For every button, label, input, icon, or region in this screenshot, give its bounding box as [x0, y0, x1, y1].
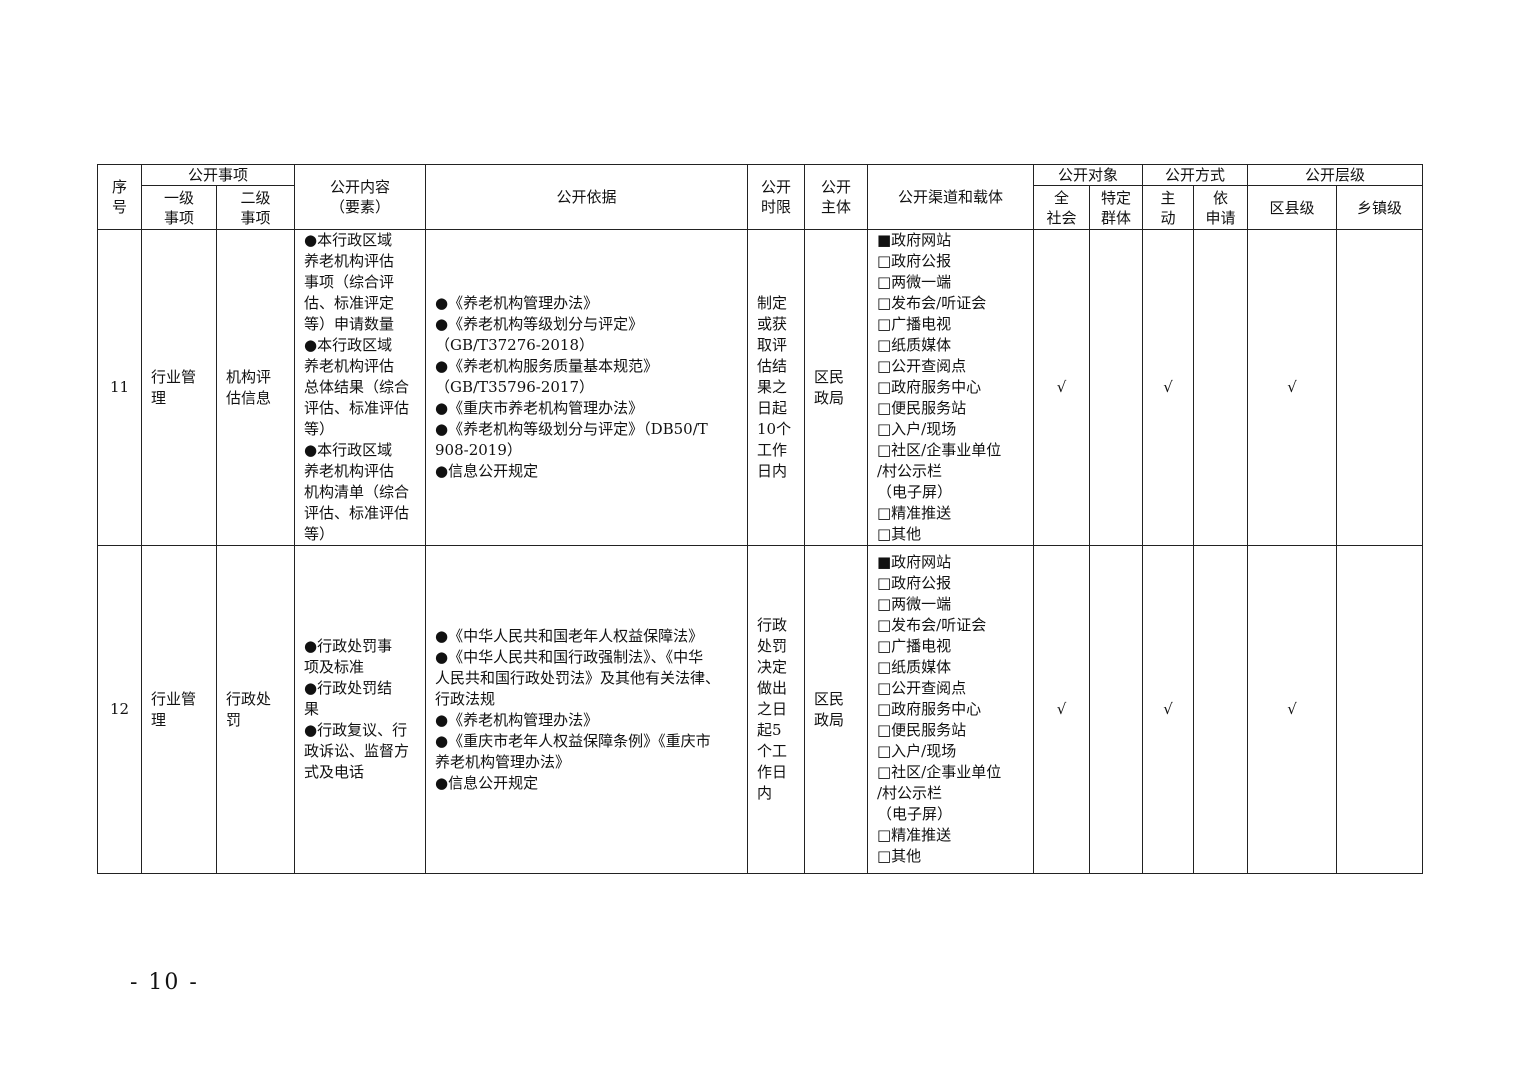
cell-level-town — [1336, 545, 1423, 874]
table-row: 11 行业管 理 机构评 估信息 ●本行政区域 养老机构评估 事项（综合评 估、… — [97, 229, 1423, 546]
cell-target-specific — [1089, 545, 1143, 874]
cell-seq: 12 — [97, 545, 142, 874]
header-items: 公开事项 — [141, 164, 295, 186]
cell-method-active: √ — [1142, 229, 1194, 546]
cell-time-limit: 行政 处罚 决定 做出 之日 起5 个工 作日 内 — [747, 545, 805, 874]
header-target-specific: 特定 群体 — [1089, 185, 1143, 230]
cell-level1: 行业管 理 — [141, 545, 217, 874]
header-time-limit: 公开 时限 — [747, 164, 805, 230]
header-level-town: 乡镇级 — [1336, 185, 1423, 230]
disclosure-table: 序 号 公开事项 公开内容 （要素） 公开依据 公开 时限 公开 主体 公开渠道… — [97, 164, 1423, 874]
header-level-county: 区县级 — [1247, 185, 1337, 230]
cell-level-county: √ — [1247, 229, 1337, 546]
cell-method-request — [1193, 545, 1248, 874]
header-level1: 一级 事项 — [141, 185, 217, 230]
cell-level-town — [1336, 229, 1423, 546]
header-row-2: 一级 事项 二级 事项 全 社会 特定 群体 主 动 依 申请 区县级 乡镇级 — [98, 185, 1423, 230]
cell-basis: ●《中华人民共和国老年人权益保障法》 ●《中华人民共和国行政强制法》、《中华 人… — [425, 545, 748, 874]
header-level2: 二级 事项 — [216, 185, 295, 230]
cell-target-specific — [1089, 229, 1143, 546]
cell-method-active: √ — [1142, 545, 1194, 874]
header-seq: 序 号 — [97, 164, 142, 230]
cell-level2: 行政处 罚 — [216, 545, 295, 874]
cell-channel: ■政府网站 □政府公报 □两微一端 □发布会/听证会 □广播电视 □纸质媒体 □… — [867, 545, 1034, 874]
header-row-1: 序 号 公开事项 公开内容 （要素） 公开依据 公开 时限 公开 主体 公开渠道… — [97, 164, 1423, 230]
cell-level-county: √ — [1247, 545, 1337, 874]
cell-content: ●本行政区域 养老机构评估 事项（综合评 估、标准评定 等）申请数量 ●本行政区… — [294, 229, 426, 546]
cell-subject: 区民 政局 — [804, 229, 868, 546]
header-target-all: 全 社会 — [1033, 185, 1090, 230]
header-method: 公开方式 — [1142, 164, 1248, 186]
cell-level2: 机构评 估信息 — [216, 229, 295, 546]
header-method-request: 依 申请 — [1193, 185, 1248, 230]
header-subject: 公开 主体 — [804, 164, 868, 230]
header-method-active: 主 动 — [1142, 185, 1194, 230]
table-row: 12 行业管 理 行政处 罚 ●行政处罚事 项及标准 ●行政处罚结 果 ●行政复… — [97, 545, 1423, 874]
cell-basis: ●《养老机构管理办法》 ●《养老机构等级划分与评定》 （GB/T37276-20… — [425, 229, 748, 546]
header-basis: 公开依据 — [425, 164, 748, 230]
cell-time-limit: 制定 或获 取评 估结 果之 日起 10个 工作 日内 — [747, 229, 805, 546]
header-level: 公开层级 — [1247, 164, 1423, 186]
cell-seq: 11 — [97, 229, 142, 546]
cell-content: ●行政处罚事 项及标准 ●行政处罚结 果 ●行政复议、行 政诉讼、监督方 式及电… — [294, 545, 426, 874]
page-number: - 10 - — [130, 970, 199, 995]
cell-method-request — [1193, 229, 1248, 546]
cell-level1: 行业管 理 — [141, 229, 217, 546]
cell-subject: 区民 政局 — [804, 545, 868, 874]
header-content: 公开内容 （要素） — [294, 164, 426, 230]
cell-channel: ■政府网站 □政府公报 □两微一端 □发布会/听证会 □广播电视 □纸质媒体 □… — [867, 229, 1034, 546]
cell-target-all: √ — [1033, 229, 1090, 546]
header-channel: 公开渠道和载体 — [867, 164, 1034, 230]
header-target: 公开对象 — [1033, 164, 1143, 186]
cell-target-all: √ — [1033, 545, 1090, 874]
